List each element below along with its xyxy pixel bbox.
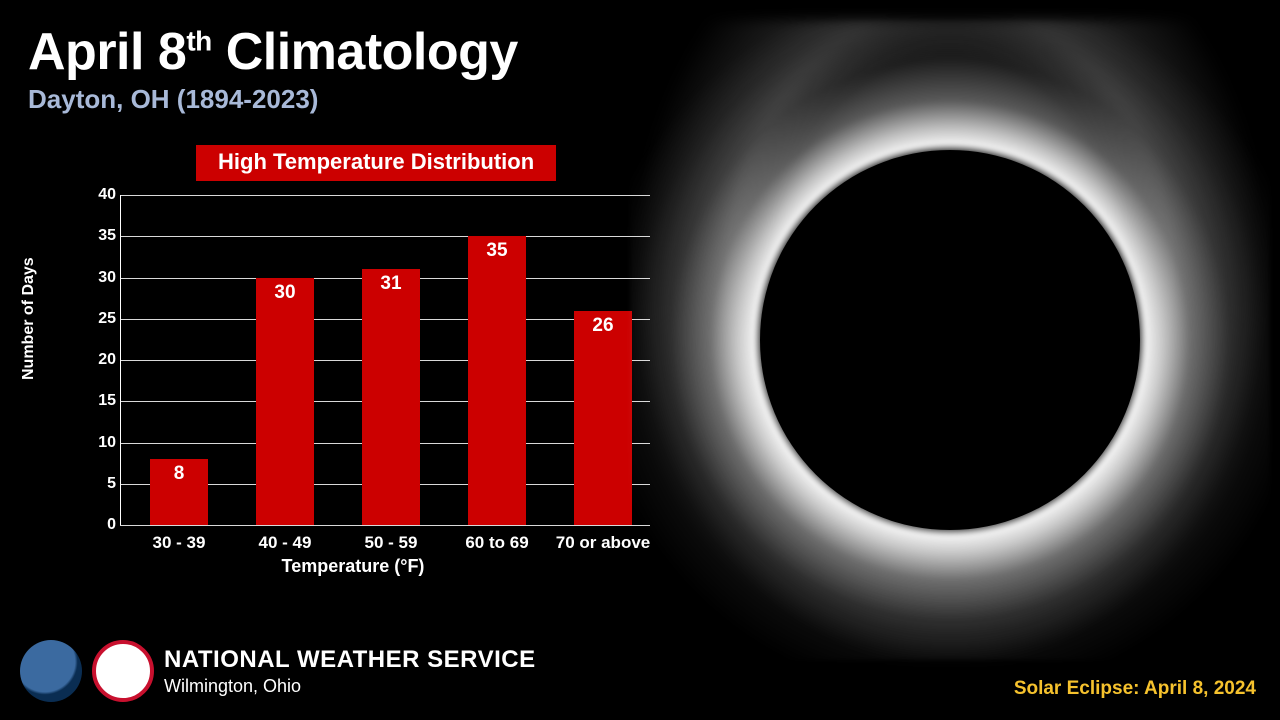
footer: NATIONAL WEATHER SERVICE Wilmington, Ohi… <box>20 640 536 702</box>
title-block: April 8th Climatology Dayton, OH (1894-2… <box>28 22 518 115</box>
eclipse-caption: Solar Eclipse: April 8, 2024 <box>1014 678 1256 700</box>
nws-logo-icon <box>92 640 154 702</box>
bar-value-label: 31 <box>362 273 420 295</box>
bar: 26 <box>574 311 632 526</box>
org-location: Wilmington, Ohio <box>164 676 536 697</box>
y-tick-label: 30 <box>86 269 116 287</box>
bar-value-label: 8 <box>150 463 208 485</box>
bar-value-label: 30 <box>256 282 314 304</box>
x-tick-label: 30 - 39 <box>153 533 206 553</box>
bar-value-label: 35 <box>468 240 526 262</box>
y-tick-label: 20 <box>86 351 116 369</box>
page-title: April 8th Climatology <box>28 22 518 82</box>
y-axis-label: Number of Days <box>20 257 38 380</box>
x-tick-label: 50 - 59 <box>365 533 418 553</box>
y-tick-label: 35 <box>86 227 116 245</box>
chart-bars: 8 30 31 35 26 <box>120 195 650 525</box>
subtitle: Dayton, OH (1894-2023) <box>28 84 518 115</box>
eclipse-graphic <box>630 20 1270 660</box>
bar: 8 <box>150 459 208 525</box>
chart-title: High Temperature Distribution <box>196 145 556 181</box>
x-axis-label: Temperature (°F) <box>48 556 658 577</box>
bar: 31 <box>362 269 420 525</box>
y-tick-label: 25 <box>86 310 116 328</box>
chart-plot-area: 0510152025303540 830313526 30 - 3940 - 4… <box>120 195 650 525</box>
eclipse-moon <box>760 150 1140 530</box>
org-text: NATIONAL WEATHER SERVICE Wilmington, Ohi… <box>164 646 536 697</box>
y-tick-label: 40 <box>86 186 116 204</box>
title-prefix: April 8 <box>28 23 186 81</box>
bar: 35 <box>468 236 526 525</box>
title-ordinal: th <box>186 26 211 57</box>
y-tick-label: 10 <box>86 434 116 452</box>
y-tick-label: 5 <box>86 475 116 493</box>
y-tick-label: 15 <box>86 392 116 410</box>
bar-value-label: 26 <box>574 315 632 337</box>
title-suffix: Climatology <box>212 23 518 81</box>
x-tick-label: 60 to 69 <box>465 533 528 553</box>
y-tick-label: 0 <box>86 516 116 534</box>
x-tick-label: 40 - 49 <box>259 533 312 553</box>
bar: 30 <box>256 278 314 526</box>
temperature-chart: High Temperature Distribution Number of … <box>48 145 658 575</box>
grid-line <box>120 525 650 526</box>
noaa-logo-icon <box>20 640 82 702</box>
org-name: NATIONAL WEATHER SERVICE <box>164 646 536 674</box>
